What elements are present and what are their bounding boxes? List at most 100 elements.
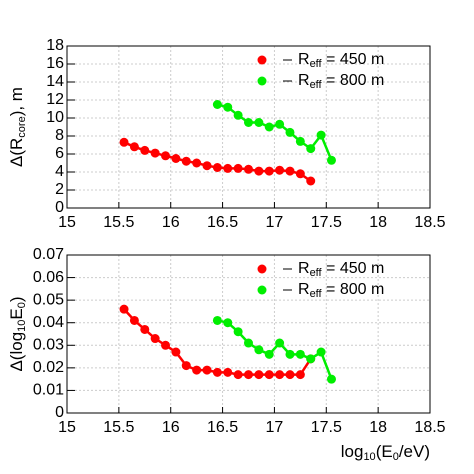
data-point	[212, 100, 222, 109]
data-point	[181, 156, 191, 166]
label-part: = 450 m	[322, 51, 385, 68]
label-part: eff	[310, 267, 323, 279]
data-point	[275, 338, 285, 348]
x-tick-label: 17	[266, 214, 284, 231]
legend-marker	[257, 264, 267, 274]
label-part: log	[341, 442, 364, 461]
data-point	[254, 370, 264, 380]
label-part: R	[298, 51, 310, 68]
data-point	[223, 102, 233, 112]
data-point	[244, 164, 253, 174]
y-tick-label: 8	[55, 127, 64, 144]
y-tick-label: 0.03	[33, 337, 64, 354]
data-point	[326, 374, 336, 384]
data-point	[306, 354, 316, 364]
x-tick-label: 17.5	[311, 214, 342, 231]
label-part: eff	[310, 58, 323, 70]
legend-marker	[257, 55, 267, 65]
data-point	[119, 137, 129, 147]
label-part: = 800 m	[322, 72, 385, 89]
label-part: core	[16, 116, 28, 137]
data-point	[295, 349, 305, 359]
data-point	[140, 324, 150, 334]
y-tick-label: 0.05	[33, 291, 64, 308]
data-point	[223, 318, 233, 328]
data-point	[285, 370, 295, 380]
data-point	[264, 166, 274, 176]
label-part: eff	[310, 79, 323, 91]
data-point	[129, 142, 139, 152]
label-part: 10	[363, 451, 375, 463]
x-tick-label: 18.5	[414, 419, 445, 436]
legend-label: Reff = 450 m	[298, 260, 384, 279]
y-tick-label: 0.01	[33, 382, 64, 399]
data-point	[254, 118, 264, 127]
label-part: Δ(log	[7, 332, 26, 372]
data-point	[192, 158, 202, 168]
data-point	[140, 145, 150, 155]
data-point	[233, 370, 243, 380]
x-tick-label: 18	[369, 419, 387, 436]
data-point	[161, 340, 171, 350]
data-point	[295, 370, 305, 380]
label-part: R	[298, 260, 310, 277]
label-part: 0	[393, 451, 399, 463]
data-point	[285, 127, 295, 137]
y-tick-label: 0	[55, 404, 64, 421]
data-point	[223, 367, 233, 377]
data-point	[244, 118, 253, 127]
x-tick-label: 16	[162, 214, 180, 231]
legend-marker	[257, 285, 267, 295]
data-point	[202, 365, 212, 375]
data-point	[212, 367, 222, 377]
x-tick-label: 18	[369, 214, 387, 231]
data-point	[275, 165, 285, 175]
data-point	[161, 151, 171, 161]
x-tick-label: 15	[58, 419, 76, 436]
legend-label: Reff = 450 m	[298, 51, 384, 70]
data-point	[171, 347, 181, 357]
data-point	[212, 163, 222, 172]
data-point	[244, 338, 253, 348]
plot-frame	[66, 254, 431, 414]
y-tick-label: 0.07	[33, 246, 64, 263]
legend-label: Reff = 800 m	[298, 281, 384, 300]
data-point	[171, 154, 181, 163]
y-tick-label: 6	[55, 145, 64, 162]
x-axis-label: log10(E0/eV)	[341, 442, 430, 462]
label-part: Δ(R	[7, 138, 26, 167]
x-tick-label: 18.5	[414, 214, 445, 231]
label-part: = 450 m	[322, 260, 385, 277]
y-tick-label: 0.02	[33, 359, 64, 376]
data-point	[233, 110, 243, 120]
y-tick-label: 0.04	[33, 314, 64, 331]
data-point	[316, 347, 326, 357]
y-tick-label: 0.06	[33, 269, 64, 286]
x-tick-label: 15.5	[103, 214, 134, 231]
data-point	[119, 304, 129, 314]
data-point	[202, 161, 212, 171]
data-point	[306, 176, 316, 186]
label-part: 0	[16, 302, 28, 308]
x-tick-label: 16	[162, 419, 180, 436]
y-axis-label: Δ(Rcore), m	[7, 87, 27, 167]
data-point	[150, 334, 160, 344]
label-part: R	[298, 72, 310, 89]
data-point	[306, 144, 316, 154]
label-part: /eV)	[399, 442, 430, 461]
legend-label: Reff = 800 m	[298, 72, 384, 91]
x-tick-label: 15.5	[103, 419, 134, 436]
data-point	[129, 315, 139, 325]
data-point	[264, 370, 274, 380]
y-tick-label: 18	[46, 37, 64, 54]
data-point	[212, 315, 222, 325]
label-part: (E	[376, 442, 393, 461]
label-part: E	[7, 308, 26, 319]
y-tick-label: 10	[46, 109, 64, 126]
y-tick-label: 0	[55, 199, 64, 216]
y-tick-label: 4	[55, 163, 64, 180]
data-point	[264, 122, 274, 132]
label-part: ), m	[7, 87, 26, 116]
data-point	[254, 345, 264, 355]
